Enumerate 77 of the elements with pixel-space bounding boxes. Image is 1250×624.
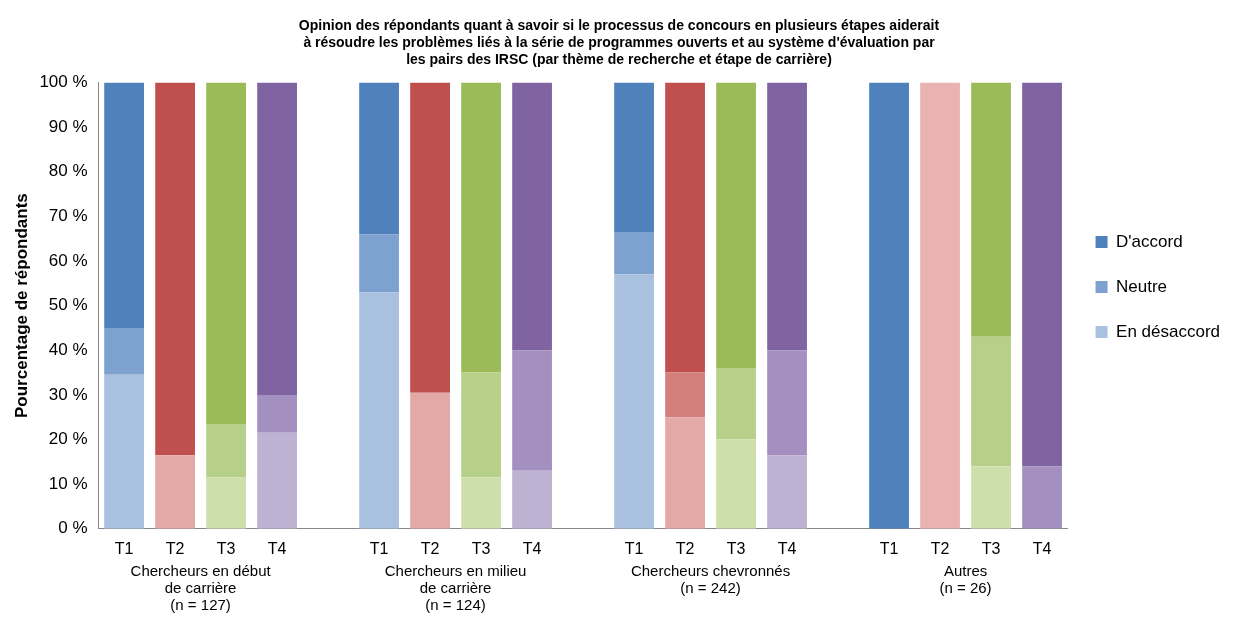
bar bbox=[512, 82, 552, 351]
x-tick-label: T4 bbox=[1032, 539, 1052, 557]
x-tick-label: T2 bbox=[930, 539, 950, 557]
x-tick-label: T3 bbox=[726, 539, 746, 557]
y-tick-label: 70 % bbox=[48, 206, 88, 226]
bar bbox=[767, 82, 807, 351]
x-tick-label: T1 bbox=[369, 539, 389, 557]
bar bbox=[461, 477, 501, 529]
bar bbox=[257, 394, 297, 433]
text: Chercheurs en milieu de carrière (n = 124) bbox=[384, 561, 527, 613]
x-tick-label: T2 bbox=[165, 539, 185, 557]
bar bbox=[359, 82, 399, 235]
x-tick-label: T2 bbox=[420, 539, 440, 557]
bar bbox=[512, 350, 552, 471]
bar bbox=[716, 368, 756, 440]
bar bbox=[257, 432, 297, 529]
y-tick-label: 80 % bbox=[48, 161, 88, 181]
x-tick-label: T1 bbox=[114, 539, 134, 557]
x-tick-label: T3 bbox=[471, 539, 491, 557]
bar bbox=[359, 292, 399, 529]
legend-label: En désaccord bbox=[1116, 321, 1220, 341]
x-tick-label: T1 bbox=[879, 539, 899, 557]
text: Chercheurs chevronnés (n = 242) bbox=[630, 561, 791, 596]
chart-title: Opinion des répondants quant à savoir si le processus de concours en plusieurs étapes aiderait à résoudre les problèmes liés à la série de programmes ouverts et au système d'évaluation par les pairs des IRSC (par thème de recherche et étape de carrière) bbox=[298, 17, 940, 67]
x-tick-label: T4 bbox=[522, 539, 542, 557]
text: Autres (n = 26) bbox=[939, 561, 992, 596]
bar bbox=[716, 439, 756, 529]
bar bbox=[155, 455, 195, 529]
x-tick-label: T4 bbox=[267, 539, 287, 557]
y-tick-label: 90 % bbox=[48, 116, 88, 136]
bar bbox=[614, 82, 654, 232]
bar bbox=[1022, 82, 1062, 467]
bar bbox=[1022, 466, 1062, 529]
y-tick-label: 10 % bbox=[48, 473, 88, 493]
bar bbox=[716, 82, 756, 369]
bar bbox=[206, 423, 246, 478]
bar bbox=[104, 327, 144, 375]
bar bbox=[614, 274, 654, 529]
bar bbox=[665, 82, 705, 373]
legend-label: Neutre bbox=[1116, 276, 1168, 296]
bar bbox=[257, 82, 297, 395]
bar bbox=[206, 82, 246, 424]
x-tick-label: T4 bbox=[777, 539, 797, 557]
bar bbox=[869, 82, 909, 529]
bar bbox=[512, 470, 552, 529]
bar bbox=[410, 392, 450, 529]
bar bbox=[614, 231, 654, 275]
bar bbox=[665, 372, 705, 418]
bar bbox=[461, 82, 501, 373]
bar bbox=[104, 374, 144, 529]
bar bbox=[920, 82, 960, 529]
y-tick-label: 20 % bbox=[48, 429, 88, 449]
legend-label: D'accord bbox=[1116, 231, 1183, 251]
bar bbox=[359, 234, 399, 293]
x-tick-label: T2 bbox=[675, 539, 695, 557]
bar bbox=[104, 82, 144, 328]
bar bbox=[410, 82, 450, 393]
y-tick-label: 60 % bbox=[48, 250, 88, 270]
y-tick-label: 40 % bbox=[48, 339, 88, 359]
x-tick-label: T1 bbox=[624, 539, 644, 557]
y-axis-title: Pourcentage de répondants bbox=[11, 193, 31, 419]
y-tick-label: 0 % bbox=[58, 518, 88, 538]
bar bbox=[767, 350, 807, 456]
bar bbox=[665, 417, 705, 529]
y-tick-label: 100 % bbox=[39, 72, 88, 92]
x-tick-label: T3 bbox=[981, 539, 1001, 557]
text: Chercheurs en début de carrière (n = 127) bbox=[130, 561, 272, 613]
y-tick-label: 50 % bbox=[48, 295, 88, 315]
x-tick-label: T3 bbox=[216, 539, 236, 557]
bar bbox=[461, 372, 501, 478]
bar bbox=[767, 455, 807, 529]
bar bbox=[971, 466, 1011, 529]
bar bbox=[971, 336, 1011, 467]
bar bbox=[155, 82, 195, 456]
bar bbox=[206, 477, 246, 529]
bar bbox=[971, 82, 1011, 337]
y-tick-label: 30 % bbox=[48, 384, 88, 404]
